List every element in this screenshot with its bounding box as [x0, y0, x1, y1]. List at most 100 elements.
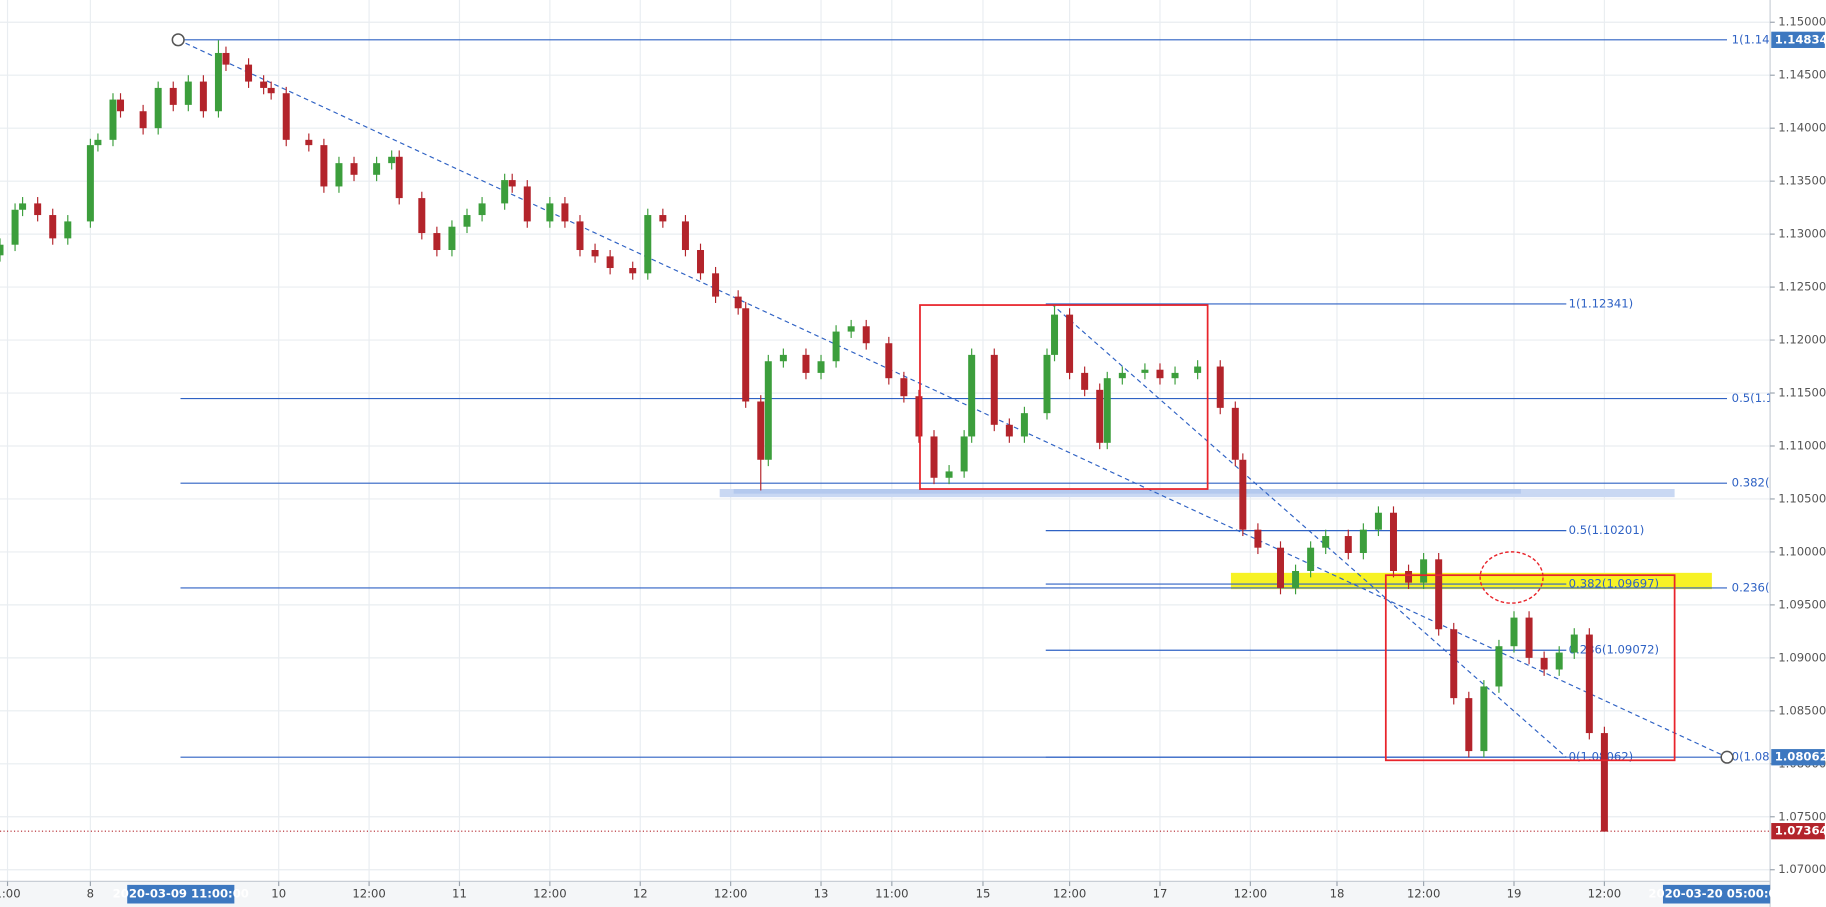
fib-label: 0(1.08	[1732, 750, 1770, 764]
fib-label: 1(1.14	[1732, 32, 1770, 46]
candle-body	[1525, 617, 1533, 658]
time-tag	[1662, 884, 1771, 904]
candle-body	[561, 203, 569, 222]
candle-body	[629, 268, 637, 274]
candle-body	[19, 203, 27, 210]
candle-body	[1254, 529, 1262, 548]
y-tick-label: 1.13500	[1778, 174, 1826, 188]
highlight-band	[1230, 572, 1712, 590]
candle-body	[1450, 629, 1458, 699]
candle-body	[697, 250, 705, 274]
candle-body	[523, 186, 531, 222]
x-tick-label: 13	[814, 887, 829, 901]
candle-body	[320, 145, 328, 187]
candle-body	[1540, 657, 1548, 670]
y-tick-label: 1.09000	[1778, 650, 1826, 664]
candle-body	[1051, 314, 1059, 355]
fib-label: 0.236(	[1732, 580, 1770, 594]
candle-body	[1322, 536, 1330, 548]
candles	[0, 40, 1608, 832]
candle-body	[501, 180, 509, 204]
candle-body	[139, 111, 147, 129]
candle-body	[1020, 413, 1028, 437]
x-tick-label: 12:00	[1053, 887, 1087, 901]
x-tick-label: 8	[87, 887, 94, 901]
candle-body	[779, 354, 787, 362]
candle-body	[1292, 570, 1300, 588]
candle-body	[11, 209, 19, 245]
x-tick-label: 18	[1330, 887, 1345, 901]
candle-body	[1081, 372, 1089, 390]
candle-body	[0, 244, 4, 256]
candle-body	[591, 250, 599, 257]
y-tick-label: 1.08500	[1778, 703, 1826, 717]
x-tick-label: 12:00	[714, 887, 748, 901]
x-tick-label: 10	[271, 887, 286, 901]
x-tick-label: 12:00	[1588, 887, 1622, 901]
candle-body	[64, 221, 72, 239]
candle-body	[1405, 570, 1413, 583]
x-tick-label: 19	[1507, 887, 1522, 901]
candle-body	[49, 215, 57, 239]
candle-body	[734, 296, 742, 309]
y-tick-label: 1.07500	[1778, 809, 1826, 823]
candle-body	[34, 203, 42, 216]
candle-body	[712, 273, 720, 297]
y-tick-label: 1.10500	[1778, 491, 1826, 505]
x-tick-label: 12:00	[1234, 887, 1268, 901]
candle-body	[1216, 366, 1224, 408]
candle-body	[1103, 378, 1111, 443]
x-tick-label: 12:00	[1407, 887, 1441, 901]
candle-body	[1043, 354, 1051, 414]
candle-body	[990, 354, 998, 425]
range-box	[1384, 574, 1676, 762]
candle-body	[832, 331, 840, 362]
candle-body	[199, 81, 207, 112]
candle-body	[388, 156, 396, 164]
candle-body	[1194, 366, 1202, 373]
grid	[0, 0, 1771, 882]
candle-body	[222, 52, 230, 65]
candle-body	[930, 436, 938, 478]
candle-body	[1420, 559, 1428, 583]
fib-label: 0.5(1.1	[1732, 391, 1774, 405]
candle-body	[1066, 314, 1074, 373]
candle-body	[968, 354, 976, 437]
y-tick-label: 1.09500	[1778, 597, 1826, 611]
candle-body	[817, 361, 825, 373]
fib-label: 0.5(1.10201)	[1569, 523, 1645, 537]
y-axis-bar	[1770, 0, 1826, 907]
candle-body	[267, 87, 275, 94]
candle-body	[764, 361, 772, 460]
fib-trend-line	[1051, 303, 1567, 758]
fib-trend-line	[177, 39, 1728, 758]
x-tick-label: 12:00	[533, 887, 567, 901]
x-tick-label: 1:00	[0, 887, 21, 901]
price-tag	[1771, 823, 1825, 840]
time-tag	[127, 884, 235, 904]
y-tick-label: 1.07000	[1778, 862, 1826, 876]
candle-body	[1570, 634, 1578, 653]
y-tick-label: 1.12000	[1778, 333, 1826, 347]
candle-body	[350, 163, 358, 175]
y-tick-label: 1.11000	[1778, 438, 1826, 452]
candle-body	[546, 203, 554, 222]
time-tag-label: 2020-03-09 11:00:00	[113, 887, 249, 901]
candle-body	[1307, 547, 1315, 571]
candle-body	[1465, 698, 1473, 752]
candle-body	[154, 87, 162, 129]
candle-body	[681, 221, 689, 251]
fib-label: 1(1.12341)	[1569, 296, 1634, 310]
candle-body	[478, 203, 486, 216]
anchor-handle	[1720, 750, 1734, 764]
candle-body	[862, 326, 870, 344]
candle-body	[1118, 372, 1126, 379]
anchor-handle	[171, 33, 185, 47]
candle-body	[847, 326, 855, 332]
price-tag	[1771, 749, 1825, 766]
candle-body	[1231, 407, 1239, 460]
candle-body	[900, 378, 908, 397]
candle-body	[802, 354, 810, 373]
